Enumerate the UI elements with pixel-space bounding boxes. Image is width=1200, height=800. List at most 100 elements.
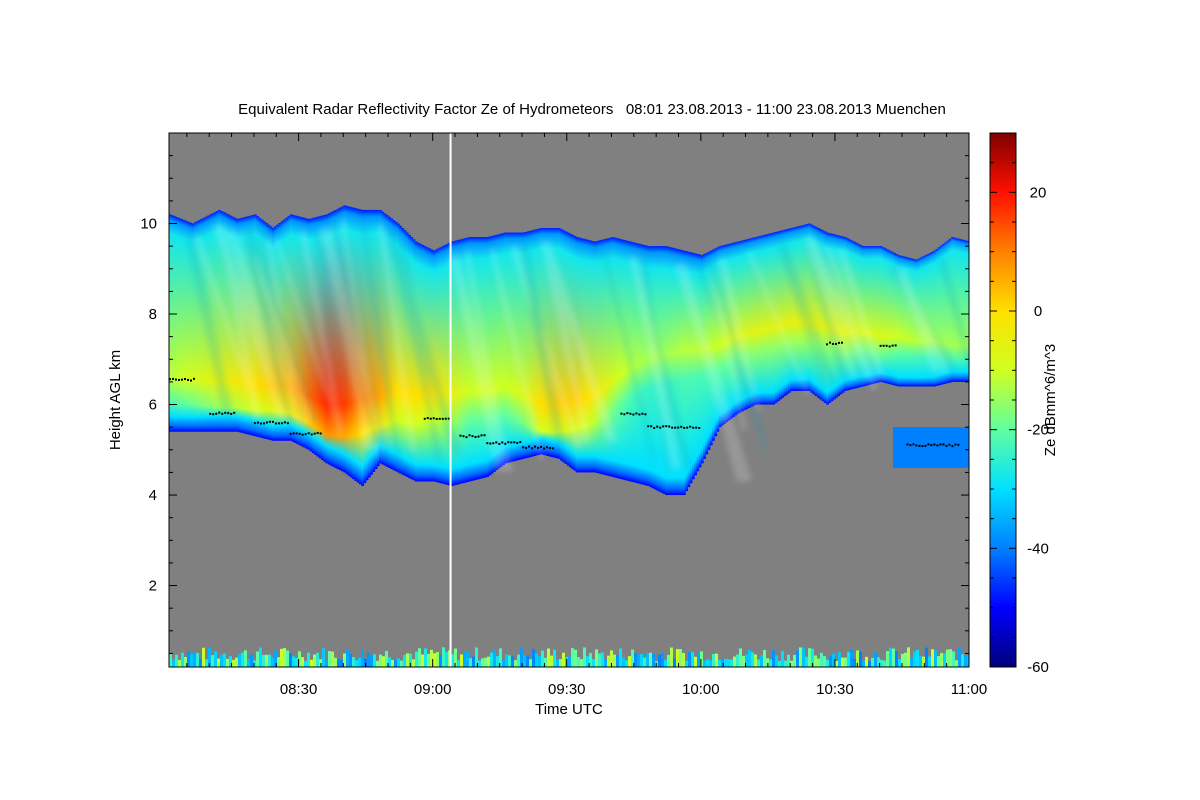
cloud-column [942, 243, 946, 385]
ceilometer-mark [942, 443, 945, 446]
ceilometer-mark [912, 443, 915, 446]
cloud-column [488, 236, 492, 476]
cloud-column [571, 234, 575, 470]
clutter-mark [826, 659, 829, 667]
streak-mark [518, 245, 564, 446]
clutter-mark [250, 654, 253, 667]
clutter-mark [721, 659, 724, 667]
cloud-column [490, 235, 494, 474]
ceilometer-mark [286, 422, 289, 425]
colorbar-label: Ze dBmm^6/m^3 [1042, 344, 1059, 456]
clutter-mark [286, 650, 289, 667]
cloud-column [294, 215, 297, 443]
cloud-column [772, 232, 776, 405]
streak-mark [779, 242, 836, 385]
ceilometer-mark [525, 446, 528, 449]
clutter-mark [217, 658, 220, 667]
clutter-mark [877, 657, 880, 667]
clutter-mark [301, 657, 304, 667]
clutter-mark [967, 655, 969, 667]
cloud-column [439, 247, 443, 484]
clutter-mark [457, 660, 460, 667]
clutter-mark [697, 652, 700, 667]
clutter-mark [550, 655, 553, 667]
plot-frame [168, 132, 970, 668]
clutter-mark [913, 651, 916, 667]
ceilometer-mark [635, 412, 638, 415]
ceilometer-mark [507, 441, 510, 444]
cloud-column [408, 234, 411, 479]
clutter-mark [361, 649, 364, 667]
clutter-mark [643, 657, 646, 667]
x-tick-label: 08:30 [280, 681, 318, 698]
clutter-mark [313, 654, 316, 667]
cloud-column [904, 256, 908, 387]
ceilometer-mark [262, 422, 265, 425]
clutter-mark [325, 660, 328, 667]
ceilometer-mark [175, 378, 177, 381]
cloud-column [459, 239, 463, 484]
x-axis: 08:30 09:00 09:30 10:00 10:30 11:00 [186, 133, 987, 698]
cloud-column [296, 216, 300, 445]
x-tick-label: 09:30 [548, 681, 586, 698]
cloud-column [341, 206, 344, 472]
streak-mark [383, 228, 463, 456]
ceilometer-mark [468, 434, 471, 437]
cloud-column [363, 209, 367, 484]
cloud-column [897, 255, 901, 387]
clutter-mark [820, 652, 823, 667]
ceilometer-mark [259, 422, 262, 425]
clutter-mark [724, 658, 727, 667]
clutter-mark [352, 657, 355, 667]
streak-mark [489, 248, 545, 460]
cloud-column [595, 241, 599, 473]
cloud-column [879, 246, 883, 382]
clutter-mark [199, 658, 202, 667]
clutter-mark [406, 653, 409, 667]
cloud-column [881, 247, 885, 383]
ceilometer-mark [528, 445, 531, 448]
clutter-mark [253, 660, 256, 667]
ceilometer-mark [665, 425, 668, 428]
clutter-mark [583, 647, 586, 667]
clutter-mark [496, 656, 499, 667]
clutter-mark [316, 652, 319, 667]
clutter-mark [571, 648, 574, 667]
clutter-mark [892, 648, 895, 667]
streak-mark [449, 253, 505, 473]
ceilometer-mark [957, 443, 960, 446]
streak-mark [247, 228, 318, 423]
clutter-mark [187, 651, 190, 667]
cloud-column [636, 243, 639, 484]
colorbar-tick-label: -40 [1027, 540, 1049, 557]
clutter-mark [928, 656, 931, 667]
surface-clutter [169, 647, 969, 667]
colorbar-tick-label: 0 [1034, 303, 1042, 320]
cloud-column [336, 208, 340, 470]
ceilometer-mark [662, 425, 665, 428]
cloud-column [855, 242, 858, 389]
cloud-column [613, 237, 617, 478]
clutter-mark [781, 650, 784, 667]
cloud-column [392, 220, 396, 471]
ceilometer-mark [495, 441, 498, 444]
cloud-column [457, 239, 461, 485]
clutter-mark [832, 653, 835, 667]
clutter-mark [700, 651, 703, 667]
y-tick-label: 8 [149, 306, 157, 323]
clutter-mark [886, 651, 889, 667]
streak-mark [629, 255, 681, 470]
streak-mark [299, 230, 344, 435]
cloud-column [218, 209, 221, 432]
clutter-mark [220, 654, 223, 667]
ceilometer-mark [543, 447, 546, 450]
ceilometer-mark [212, 413, 215, 416]
clutter-mark [619, 648, 622, 667]
cloud-column [808, 223, 811, 391]
cloud-column [767, 233, 771, 405]
cloud-column [338, 207, 342, 471]
cloud-column [810, 224, 814, 393]
clutter-mark [745, 654, 748, 667]
x-tick-label: 10:00 [682, 681, 720, 698]
cloud-column [781, 230, 785, 398]
